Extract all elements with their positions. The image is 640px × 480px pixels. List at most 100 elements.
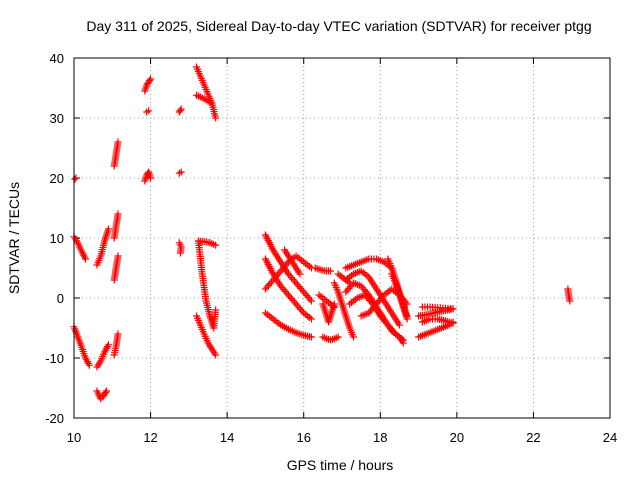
data-series-segment [110, 210, 122, 242]
data-series-segment [70, 323, 93, 369]
data-markers [70, 63, 574, 403]
data-point [287, 274, 295, 282]
x-tick-label: 10 [67, 430, 81, 445]
data-point [146, 77, 154, 84]
data-series-segment [71, 174, 80, 183]
x-tick-label: 22 [526, 430, 540, 445]
data-point [85, 361, 93, 369]
x-tick-label: 14 [220, 430, 234, 445]
data-point [104, 225, 112, 233]
data-series-segment [418, 315, 457, 327]
data-series-segment [346, 291, 407, 344]
data-point [395, 321, 403, 329]
data-series-segment [261, 231, 315, 305]
data-series-segment [175, 239, 185, 257]
data-series-segment [564, 285, 574, 305]
data-series-segment [141, 168, 155, 185]
data-series-segment [194, 237, 220, 249]
data-point [176, 107, 184, 114]
x-tick-label: 12 [143, 430, 157, 445]
data-point [114, 330, 122, 338]
data-point [345, 284, 353, 292]
data-point [176, 249, 184, 257]
data-point [301, 290, 309, 298]
y-tick-label: 10 [50, 231, 64, 246]
grid [74, 58, 610, 418]
data-point [297, 305, 305, 313]
y-tick-label: 20 [50, 171, 64, 186]
data-point [295, 283, 303, 291]
data-point [284, 291, 292, 299]
data-point [307, 297, 315, 305]
data-point [104, 341, 112, 349]
data-series-segment [281, 246, 304, 278]
data-point [360, 286, 368, 294]
data-point [103, 387, 111, 395]
data-point [283, 289, 291, 297]
data-point [297, 284, 305, 292]
data-point [291, 298, 299, 306]
data-series-segment [93, 225, 112, 269]
data-point [212, 114, 220, 122]
data-point [147, 75, 155, 83]
data-point [177, 168, 185, 176]
data-point [298, 307, 306, 315]
data-point [287, 295, 295, 303]
data-point [300, 288, 308, 296]
data-series-segment [93, 387, 111, 403]
data-point [295, 304, 303, 312]
data-point [307, 333, 315, 341]
data-point [296, 270, 304, 278]
data-series-segment [93, 341, 112, 371]
data-point [307, 315, 315, 323]
data-point [449, 305, 457, 313]
data-series-segment [141, 75, 155, 95]
data-series-segment [311, 264, 335, 275]
data-point [286, 293, 294, 301]
y-tick-label: 40 [50, 51, 64, 66]
chart-title: Day 311 of 2025, Sidereal Day-to-day VTE… [86, 18, 591, 34]
data-point [212, 306, 220, 314]
y-axis-label: SDTVAR / TECUs [6, 182, 22, 294]
data-point [275, 269, 283, 277]
data-series-segment [193, 91, 216, 107]
data-point [399, 336, 407, 344]
data-point [292, 300, 300, 308]
data-series-segment [342, 255, 396, 272]
data-point [266, 280, 274, 288]
data-series-segment [175, 105, 185, 116]
data-point [292, 279, 300, 287]
data-point [349, 333, 357, 341]
data-point [102, 389, 110, 396]
data-point [342, 288, 350, 296]
x-tick-label: 18 [373, 430, 387, 445]
y-tick-label: -10 [45, 351, 64, 366]
data-point [145, 107, 153, 115]
data-point [263, 283, 271, 291]
data-series-segment [194, 237, 220, 332]
data-point [291, 277, 299, 285]
data-point [343, 286, 351, 294]
data-point [294, 281, 302, 289]
data-point [261, 285, 269, 293]
data-point [298, 286, 306, 294]
data-point [449, 319, 457, 327]
y-tick-label: 30 [50, 111, 64, 126]
data-point [304, 293, 312, 301]
data-point [306, 295, 314, 303]
data-point [208, 99, 216, 107]
data-point [281, 287, 289, 295]
data-point [334, 333, 342, 341]
x-tick-label: 24 [603, 430, 617, 445]
data-point [147, 174, 155, 182]
data-point [177, 105, 185, 113]
y-tick-label: -20 [45, 411, 64, 426]
data-series-segment [175, 168, 185, 177]
plot-frame [73, 57, 611, 419]
data-series-segment [110, 138, 122, 170]
data-point [81, 255, 89, 263]
data-series-segment [342, 267, 403, 329]
data-series-segment [319, 333, 342, 344]
data-point [289, 275, 297, 283]
